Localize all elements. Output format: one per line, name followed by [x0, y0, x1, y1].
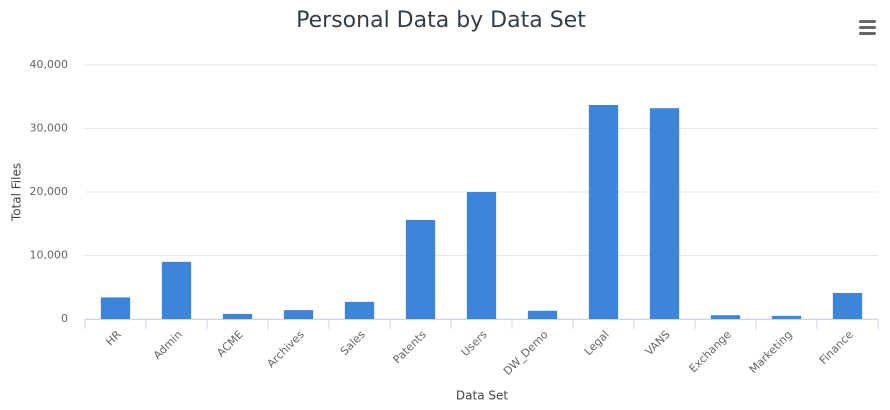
x-tick-label: VANS — [643, 328, 673, 358]
bar — [405, 219, 436, 319]
x-tick-label: Archives — [264, 328, 307, 371]
x-tick-label: Finance — [817, 328, 856, 367]
bar — [832, 292, 863, 319]
x-tick-label: Exchange — [687, 328, 734, 375]
menu-bar — [859, 26, 876, 29]
bar — [649, 108, 680, 320]
bar — [771, 315, 802, 319]
menu-bar — [859, 20, 876, 23]
y-tick-label: 40,000 — [30, 58, 69, 71]
bar — [161, 261, 192, 319]
bar — [344, 301, 375, 319]
chart-title: Personal Data by Data Set — [296, 8, 586, 33]
x-tick-label: Admin — [151, 328, 185, 362]
bar — [588, 105, 619, 319]
bar — [710, 315, 741, 319]
y-axis-title: Total Files — [10, 163, 24, 222]
x-tick-label: Users — [459, 328, 490, 359]
x-tick-label: HR — [103, 328, 124, 349]
y-tick-label: 30,000 — [30, 122, 69, 135]
bar — [100, 297, 131, 319]
x-tick-label: Sales — [338, 328, 368, 358]
x-tick-label: Patents — [391, 328, 429, 366]
y-tick-label: 20,000 — [30, 185, 69, 198]
x-tick-label: Marketing — [747, 328, 795, 376]
bar — [222, 313, 253, 319]
bar — [527, 310, 558, 319]
x-tick-label: ACME — [214, 328, 245, 359]
y-tick-label: 10,000 — [30, 249, 69, 262]
menu-button[interactable] — [859, 20, 876, 35]
x-tick-label: Legal — [582, 328, 612, 358]
menu-bar — [859, 32, 876, 35]
bar — [283, 310, 314, 319]
bar — [466, 192, 497, 319]
y-tick-label: 0 — [61, 312, 68, 325]
x-tick-label: DW_Demo — [501, 328, 551, 378]
x-axis-title: Data Set — [456, 389, 508, 403]
